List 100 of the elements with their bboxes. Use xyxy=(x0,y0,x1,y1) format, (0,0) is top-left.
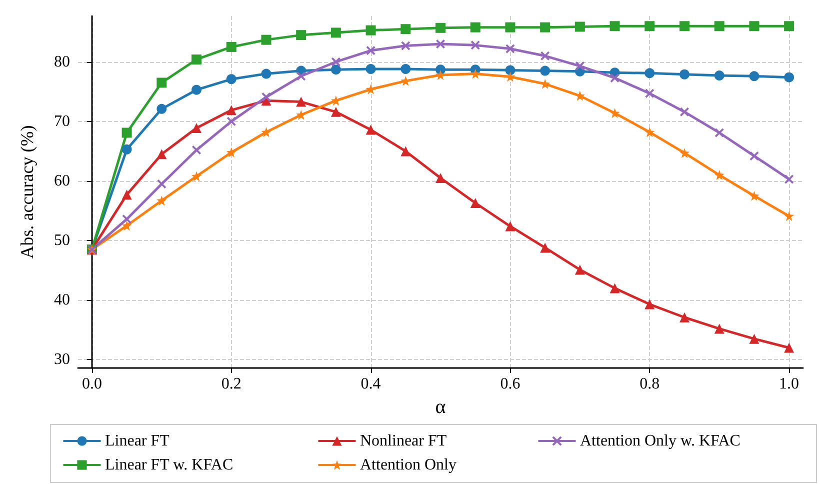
point xyxy=(192,122,202,133)
point xyxy=(470,198,480,208)
point xyxy=(679,21,690,32)
point xyxy=(679,148,690,158)
point xyxy=(192,84,202,95)
point xyxy=(436,70,446,80)
point xyxy=(400,64,411,74)
point xyxy=(122,220,132,231)
y-tick-label: 70 xyxy=(54,112,70,130)
y-tick-label: 50 xyxy=(54,232,70,250)
point xyxy=(330,28,341,38)
point xyxy=(784,72,794,82)
y-axis-title: Abs. accuracy (%) xyxy=(17,125,37,259)
point xyxy=(226,42,236,52)
point xyxy=(575,62,584,71)
point xyxy=(610,73,620,82)
point xyxy=(610,21,620,32)
point xyxy=(470,22,480,32)
point xyxy=(610,108,620,118)
point xyxy=(505,221,516,232)
point xyxy=(366,46,376,56)
point xyxy=(226,147,236,158)
point xyxy=(714,21,724,32)
point xyxy=(470,40,480,50)
point xyxy=(262,92,271,102)
point xyxy=(506,44,515,54)
point xyxy=(750,151,759,160)
y-tick-label: 30 xyxy=(54,351,70,368)
point xyxy=(330,106,341,117)
point xyxy=(226,116,236,126)
x-tick-label: 0.4 xyxy=(360,376,381,392)
point xyxy=(540,22,550,32)
point xyxy=(436,39,445,48)
point xyxy=(436,173,446,184)
point xyxy=(679,312,690,322)
point xyxy=(156,149,167,160)
point xyxy=(192,146,202,155)
point xyxy=(749,71,760,82)
legend-label: Nonlinear FT xyxy=(360,432,447,450)
point xyxy=(156,104,167,114)
point xyxy=(645,88,654,98)
point xyxy=(540,51,550,60)
point xyxy=(644,68,655,78)
point xyxy=(784,21,794,32)
point xyxy=(400,146,411,156)
point xyxy=(296,110,306,120)
legend-label: Linear FT w. KFAC xyxy=(105,456,234,474)
point xyxy=(261,127,272,138)
x-tick-label: 0.6 xyxy=(500,376,520,392)
point xyxy=(122,190,132,200)
point xyxy=(749,334,760,344)
point xyxy=(330,96,341,106)
x-tick-label: 0.8 xyxy=(640,376,660,392)
legend-label: Attention Only w. KFAC xyxy=(580,432,740,450)
point xyxy=(749,190,760,201)
point xyxy=(505,22,516,32)
point xyxy=(714,324,724,334)
point xyxy=(714,170,724,180)
point xyxy=(784,342,794,353)
point xyxy=(366,64,376,74)
x-tick-label: 1.0 xyxy=(779,376,800,392)
point xyxy=(401,41,410,50)
point xyxy=(400,24,411,34)
point xyxy=(157,179,166,188)
point xyxy=(644,127,655,138)
y-tick-label: 60 xyxy=(54,172,70,190)
point xyxy=(296,30,306,40)
point xyxy=(540,242,550,253)
point xyxy=(366,124,376,135)
point xyxy=(192,171,202,182)
point xyxy=(296,96,306,107)
point xyxy=(540,66,550,76)
point xyxy=(366,25,376,36)
point xyxy=(156,196,167,206)
point xyxy=(436,22,446,33)
point xyxy=(680,69,690,80)
legend-label: Linear FT xyxy=(105,432,170,450)
point xyxy=(749,21,760,32)
point xyxy=(470,68,480,79)
point xyxy=(714,70,724,81)
point xyxy=(784,174,794,184)
point xyxy=(296,72,306,81)
point xyxy=(574,22,585,32)
point xyxy=(574,264,585,275)
point xyxy=(261,34,272,45)
point xyxy=(331,57,340,66)
point xyxy=(784,211,794,222)
x-tick-label: 0.0 xyxy=(82,376,102,392)
point xyxy=(122,128,132,138)
point xyxy=(644,299,655,310)
point xyxy=(644,21,655,32)
point xyxy=(574,90,585,101)
point xyxy=(610,283,620,294)
point xyxy=(330,64,341,75)
point xyxy=(680,107,689,116)
point xyxy=(226,74,236,84)
y-tick-label: 80 xyxy=(54,53,70,70)
x-axis-title: α xyxy=(435,396,446,418)
point xyxy=(226,105,236,116)
legend-label: Attention Only xyxy=(360,456,456,474)
